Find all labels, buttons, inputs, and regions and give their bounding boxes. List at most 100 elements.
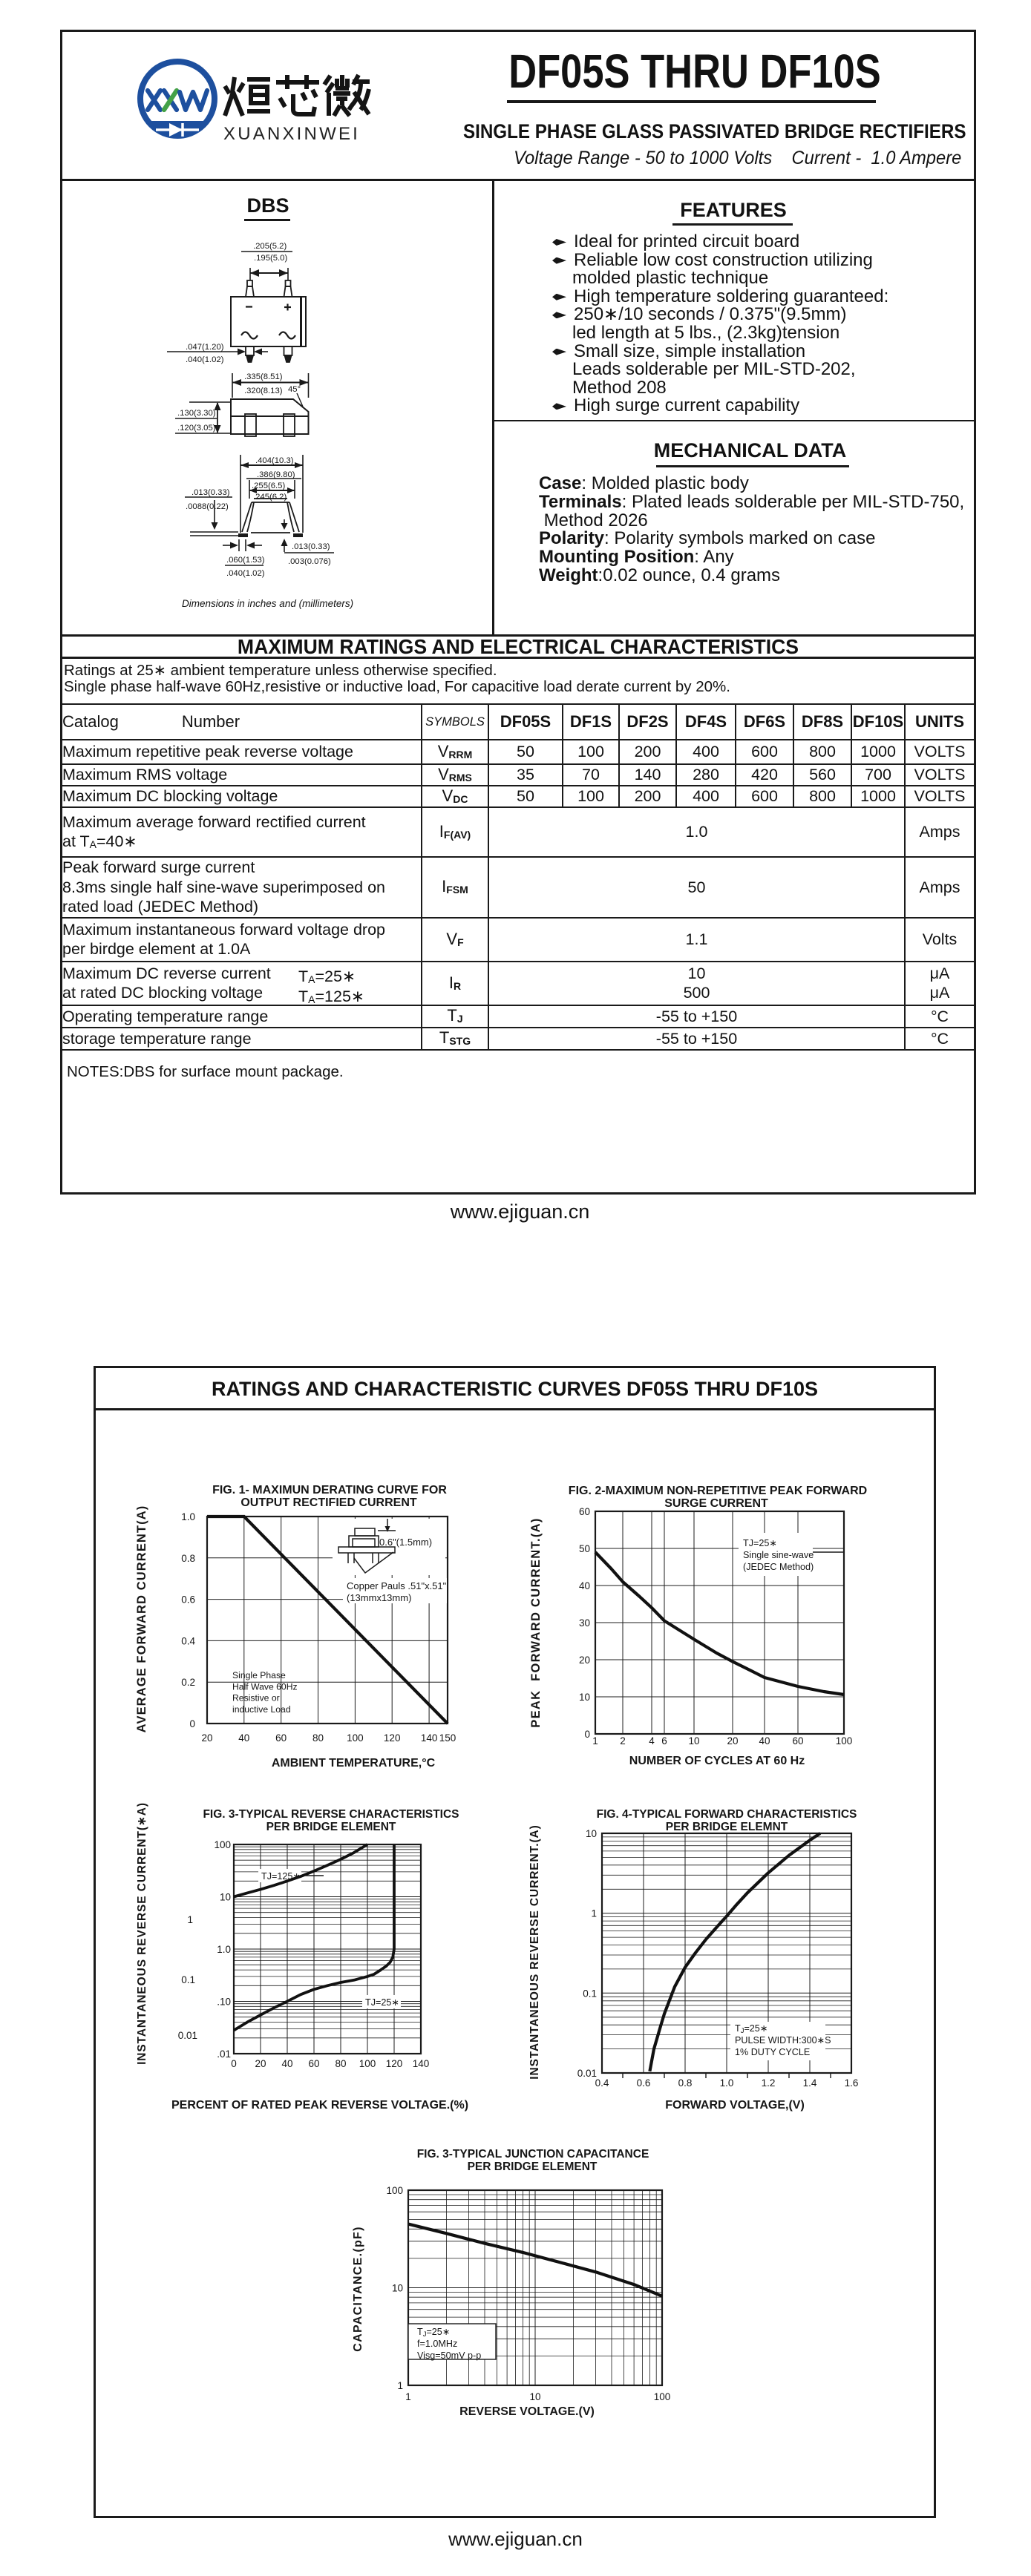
svg-text:40: 40 [759,1735,770,1747]
svg-text:0.8: 0.8 [678,2077,693,2089]
svg-text:.040(1.02): .040(1.02) [226,569,265,578]
svg-text:Single Phase: Single Phase [232,1670,286,1680]
svg-text:.060(1.53): .060(1.53) [226,556,265,565]
svg-text:TJ=125∗: TJ=125∗ [261,1871,301,1882]
svg-text:.0088(0.22): .0088(0.22) [186,502,229,511]
svg-text:SURGE CURRENT: SURGE CURRENT [664,1497,768,1510]
svg-text:100: 100 [347,1732,364,1744]
svg-text:1: 1 [591,1908,597,1919]
svg-text:.195(5.0): .195(5.0) [254,254,287,263]
svg-text:Visg=50mV p-p: Visg=50mV p-p [417,2350,481,2361]
svg-text:FIG. 4-TYPICAL FORWARD CHARACT: FIG. 4-TYPICAL FORWARD CHARACTERISTICS [597,1808,857,1821]
svg-text:.013(0.33): .013(0.33) [192,488,230,497]
svg-text:50: 50 [579,1543,590,1554]
svg-text:0.01: 0.01 [178,2030,197,2041]
svg-text:FORWARD VOLTAGE,(V): FORWARD VOLTAGE,(V) [665,2099,805,2112]
svg-text:FIG. 3-TYPICAL REVERSE CHARACT: FIG. 3-TYPICAL REVERSE CHARACTERISTICS [203,1808,459,1821]
svg-text:.047(1.20): .047(1.20) [186,343,224,352]
svg-text:4: 4 [649,1735,655,1747]
svg-text:80: 80 [335,2058,346,2069]
svg-text:1.0: 1.0 [217,1944,231,1955]
svg-text:150: 150 [439,1732,456,1744]
svg-text:1.6: 1.6 [845,2077,859,2089]
svg-text:0.1: 0.1 [583,1988,597,1999]
svg-text:PER BRIDGE ELEMENT: PER BRIDGE ELEMENT [468,2161,598,2173]
svg-text:inductive Load: inductive Load [232,1704,291,1715]
svg-text:PULSE WIDTH:300∗S: PULSE WIDTH:300∗S [735,2035,831,2046]
svg-text:30: 30 [579,1617,590,1629]
svg-text:20: 20 [727,1735,738,1747]
svg-text:.10: .10 [217,1997,231,2008]
svg-text:0.01: 0.01 [577,2068,597,2079]
svg-text:.130(3.30): .130(3.30) [177,409,216,418]
svg-text:INSTANTANEOUS REVERSE CURRENT.: INSTANTANEOUS REVERSE CURRENT.(A) [528,1824,541,2079]
svg-text:1: 1 [397,2380,403,2391]
svg-text:60: 60 [308,2058,319,2069]
svg-text:.255(6.5): .255(6.5) [252,482,285,490]
svg-text:1: 1 [187,1914,193,1925]
svg-text:100: 100 [214,1839,231,1850]
svg-text:10: 10 [529,2391,540,2402]
svg-text:0: 0 [584,1729,590,1740]
svg-text:0.1: 0.1 [181,1974,195,1985]
svg-text:PER BRIDGE ELEMNT: PER BRIDGE ELEMNT [666,1821,788,1833]
svg-text:.335(8.51): .335(8.51) [244,372,283,381]
svg-text:0.6: 0.6 [637,2077,651,2089]
svg-text:AMBIENT TEMPERATURE,°C: AMBIENT TEMPERATURE,°C [272,1757,436,1770]
svg-text:Half Wave 60Hz: Half Wave 60Hz [232,1681,298,1692]
svg-text:100: 100 [386,2185,403,2196]
svg-text:FIG. 3-TYPICAL JUNCTION CAPACI: FIG. 3-TYPICAL JUNCTION CAPACITANCE [417,2148,649,2161]
svg-text:10: 10 [579,1692,590,1703]
svg-text:2: 2 [620,1735,626,1747]
svg-text:.003(0.076): .003(0.076) [288,557,331,566]
svg-text:REVERSE VOLTAGE.(V): REVERSE VOLTAGE.(V) [459,2405,595,2418]
svg-text:Single sine-wave: Single sine-wave [743,1550,814,1560]
svg-text:PEAK FORWARD CURRENT.(A): PEAK FORWARD CURRENT.(A) [529,1517,543,1727]
svg-text:1: 1 [592,1735,598,1747]
svg-text:Resistive or: Resistive or [232,1693,280,1703]
svg-text:60: 60 [275,1732,287,1744]
svg-text:40: 40 [238,1732,249,1744]
svg-text:1: 1 [405,2391,411,2402]
svg-text:60: 60 [579,1506,590,1517]
svg-text:1.0: 1.0 [181,1511,195,1522]
svg-text:0: 0 [189,1718,195,1729]
svg-text:.120(3.05): .120(3.05) [177,424,216,433]
svg-text:.404(10.3): .404(10.3) [255,456,294,465]
svg-text:.205(5.2): .205(5.2) [253,242,287,251]
svg-text:Copper Pauls .51"x.51": Copper Pauls .51"x.51" [347,1580,447,1591]
svg-text:60: 60 [792,1735,803,1747]
svg-text:CAPACITANCE.(pF): CAPACITANCE.(pF) [352,2226,364,2352]
svg-text:10: 10 [392,2283,403,2294]
svg-text:80: 80 [312,1732,324,1744]
svg-text:0.2: 0.2 [181,1677,195,1688]
svg-text:100: 100 [359,2058,376,2069]
svg-text:FIG. 2-MAXIMUM NON-REPETITIVE: FIG. 2-MAXIMUM NON-REPETITIVE PEAK FORWA… [569,1485,867,1497]
svg-text:10: 10 [220,1892,231,1903]
svg-text:1.0: 1.0 [720,2077,734,2089]
svg-text:10: 10 [688,1735,699,1747]
svg-text:1.2: 1.2 [762,2077,776,2089]
svg-text:(13mmx13mm): (13mmx13mm) [347,1592,411,1603]
svg-text:0.4: 0.4 [181,1635,195,1646]
svg-text:1% DUTY CYCLE: 1% DUTY CYCLE [735,2047,810,2057]
svg-text:FIG. 1- MAXIMUN DERATING CURVE: FIG. 1- MAXIMUN DERATING CURVE FOR [212,1484,447,1496]
svg-text:f=1.0MHz: f=1.0MHz [417,2339,457,2349]
svg-text:0.8: 0.8 [181,1553,195,1564]
svg-text:0.6"(1.5mm): 0.6"(1.5mm) [379,1537,432,1548]
svg-text:.013(0.33): .013(0.33) [292,542,330,551]
svg-text:NUMBER OF CYCLES AT 60 Hz: NUMBER OF CYCLES AT 60 Hz [629,1755,805,1767]
svg-text:.320(8.13): .320(8.13) [244,387,283,395]
svg-text:.386(9.80): .386(9.80) [257,470,295,479]
svg-text:40: 40 [579,1580,590,1591]
svg-text:TJ=25∗: TJ=25∗ [743,1538,777,1548]
svg-text:100: 100 [836,1735,853,1747]
svg-text:PERCENT OF RATED PEAK REVERSE: PERCENT OF RATED PEAK REVERSE VOLTAGE.(%… [171,2099,468,2112]
svg-text:INSTANTANEOUS REVERSE CURRENT(: INSTANTANEOUS REVERSE CURRENT(∗A) [136,1802,148,2065]
svg-text:.040(1.02): .040(1.02) [186,355,224,364]
svg-text:0.4: 0.4 [595,2077,609,2089]
svg-text:TJ=25∗: TJ=25∗ [735,2023,767,2035]
svg-text:1.4: 1.4 [803,2077,817,2089]
svg-text:TJ=25∗: TJ=25∗ [365,1997,399,2008]
svg-text:0: 0 [231,2058,237,2069]
